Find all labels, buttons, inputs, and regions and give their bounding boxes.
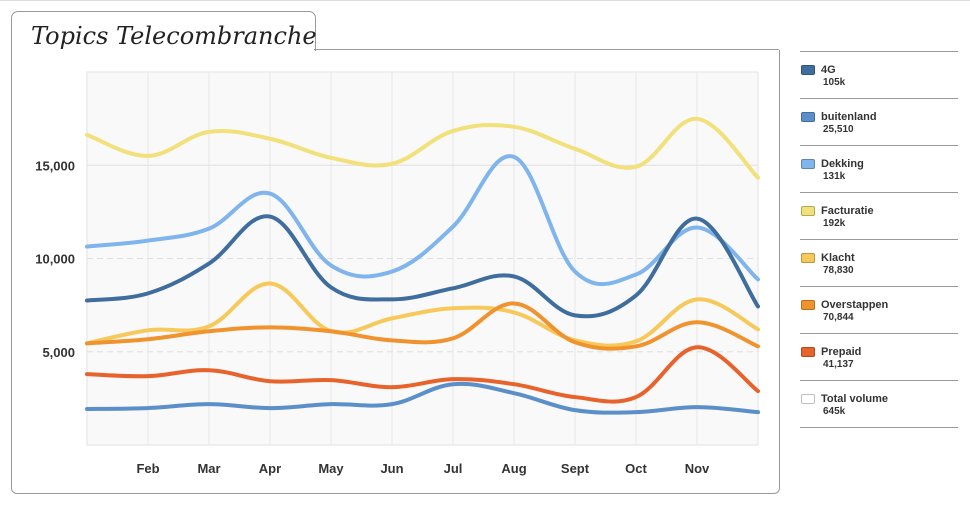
x-tick-label: Apr: [259, 461, 281, 476]
legend-item-overstappen[interactable]: Overstappen 70,844: [800, 286, 958, 333]
y-tick-label: 5,000: [42, 345, 75, 360]
series-line-facturatie: [85, 116, 760, 180]
legend-total: 645k: [823, 406, 846, 417]
legend-label: Total volume: [821, 393, 889, 405]
series-line-prepaid: [85, 345, 760, 404]
legend-item-facturatie[interactable]: Facturatie 192k: [800, 192, 958, 239]
x-tick-label: May: [318, 461, 344, 476]
x-tick-label: Jul: [444, 461, 463, 476]
legend-swatch-icon: [801, 394, 815, 404]
series-line-buitenland: [85, 381, 760, 415]
legend-total: 70,844: [823, 312, 854, 323]
legend-total: 192k: [823, 218, 846, 229]
series-line-4g: [85, 214, 760, 319]
x-tick-label: Aug: [501, 461, 526, 476]
legend-swatch-icon: [801, 347, 815, 357]
legend-item-prepaid[interactable]: Prepaid 41,137: [800, 333, 958, 380]
x-tick-label: Feb: [136, 461, 159, 476]
tab-line: [314, 49, 779, 50]
legend-item-klacht[interactable]: Klacht 78,830: [800, 239, 958, 286]
legend-label: 4G: [821, 64, 836, 76]
top-divider: [0, 0, 970, 1]
series-line-overstappen: [85, 301, 760, 351]
series-line-klacht: [85, 281, 760, 348]
legend-item-buitenland[interactable]: buitenland 25,510: [800, 98, 958, 145]
x-tick-label: Mar: [197, 461, 220, 476]
x-tick-label: Jun: [380, 461, 403, 476]
x-tick-label: Oct: [625, 461, 647, 476]
y-tick-label: 10,000: [35, 252, 75, 267]
chart-panel: [11, 50, 780, 494]
legend-swatch-icon: [801, 112, 815, 122]
legend-swatch-icon: [801, 159, 815, 169]
legend-swatch-icon: [801, 253, 815, 263]
legend: 4G 105k buitenland 25,510 Dekking 131k Factura…: [800, 51, 958, 428]
legend-swatch-icon: [801, 65, 815, 75]
x-tick-label: Sept: [561, 461, 590, 476]
legend-total: 41,137: [823, 359, 854, 370]
legend-label: Klacht: [821, 252, 855, 264]
legend-total: 105k: [823, 77, 846, 88]
legend-label: Overstappen: [821, 299, 889, 311]
legend-label: Prepaid: [821, 346, 862, 358]
x-tick-label: Nov: [685, 461, 710, 476]
legend-total: 131k: [823, 171, 846, 182]
title-tab: [11, 11, 316, 51]
legend-total: 78,830: [823, 265, 854, 276]
legend-item-total-volume[interactable]: Total volume 645k: [800, 380, 958, 427]
legend-divider: [800, 427, 958, 428]
legend-total: 25,510: [823, 124, 854, 135]
legend-item-4g[interactable]: 4G 105k: [800, 51, 958, 98]
legend-label: Facturatie: [821, 205, 874, 217]
legend-item-dekking[interactable]: Dekking 131k: [800, 145, 958, 192]
legend-label: buitenland: [821, 111, 877, 123]
legend-swatch-icon: [801, 300, 815, 310]
line-chart: 5,000 10,000 15,000 Feb Mar Apr May Jun Jul Aug Se…: [35, 71, 760, 476]
page-title: Topics Telecombranche: [31, 22, 317, 50]
y-tick-label: 15,000: [35, 158, 75, 173]
legend-label: Dekking: [821, 158, 864, 170]
series-line-dekking: [85, 154, 760, 287]
legend-swatch-icon: [801, 206, 815, 216]
